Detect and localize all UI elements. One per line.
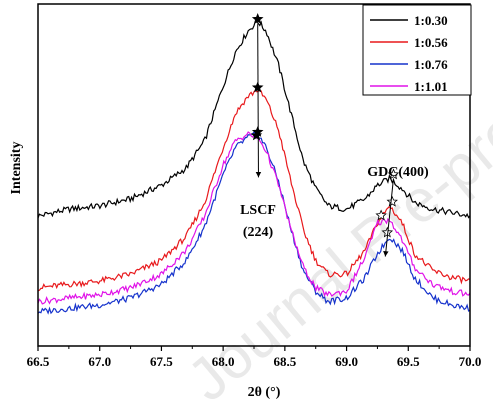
x-tick-label: 67.0 bbox=[88, 354, 111, 369]
x-tick-label: 68.0 bbox=[212, 354, 235, 369]
x-tick-label: 70.0 bbox=[459, 354, 482, 369]
lscf-plane-label: (224) bbox=[243, 225, 274, 240]
gdc-label: GDC(400) bbox=[367, 165, 429, 180]
legend-label: 1:0.30 bbox=[414, 13, 448, 28]
legend: 1:0.30 1:0.56 1:0.76 1:1.01 bbox=[362, 4, 472, 96]
series-line-1 bbox=[37, 19, 471, 219]
marker-layer bbox=[250, 13, 400, 257]
gdc-peak-star bbox=[375, 209, 387, 221]
series-line-2 bbox=[37, 89, 471, 292]
series-line-3 bbox=[37, 131, 471, 315]
x-axis-title: 2θ (°) bbox=[248, 385, 281, 400]
x-tick-label: 68.5 bbox=[273, 354, 296, 369]
legend-label: 1:0.76 bbox=[414, 57, 448, 72]
gdc-peak-star bbox=[386, 195, 398, 207]
x-tick-label: 69.0 bbox=[335, 354, 358, 369]
lscf-label: LSCF bbox=[240, 203, 276, 218]
gdc-shift-arrow bbox=[383, 178, 394, 257]
y-axis-title: Intensity bbox=[9, 142, 24, 195]
lscf-shift-arrow bbox=[255, 24, 262, 178]
x-tick-label: 69.5 bbox=[397, 354, 420, 369]
lscf-peak-star bbox=[250, 129, 263, 141]
legend-label: 1:0.56 bbox=[414, 35, 448, 50]
x-axis-ticks: 66.5 67.0 67.5 68.0 68.5 69.0 69.5 70.0 bbox=[27, 346, 482, 369]
x-tick-label: 67.5 bbox=[150, 354, 173, 369]
x-tick-label: 66.5 bbox=[27, 354, 50, 369]
gdc-peak-star bbox=[387, 168, 400, 180]
legend-label: 1:1.01 bbox=[414, 79, 448, 94]
lscf-peak-star bbox=[251, 13, 264, 24]
